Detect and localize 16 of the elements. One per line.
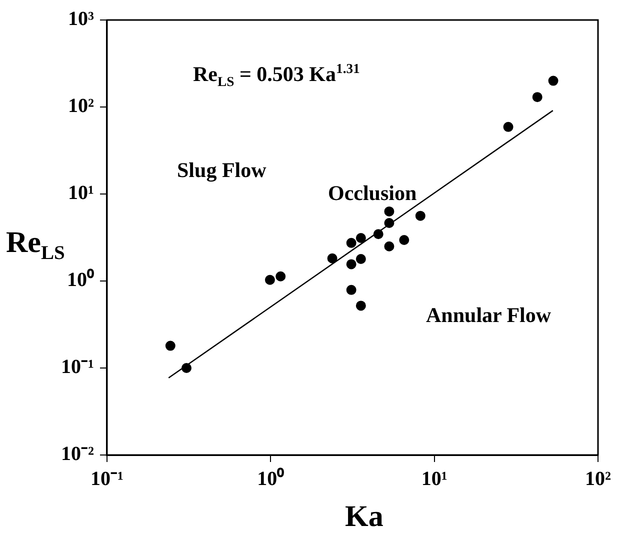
- y-tick-label: 10⁻¹: [60, 356, 94, 378]
- x-tick-label: 10²: [585, 468, 611, 490]
- annotation: Occlusion: [328, 181, 417, 205]
- y-tick-label: 10⁻²: [60, 443, 94, 466]
- y-tick-label: 10³: [68, 8, 94, 30]
- y-tick-label: 10⁰: [66, 268, 94, 292]
- x-tick-label: 10⁻¹: [90, 468, 124, 490]
- annotation: Annular Flow: [426, 303, 552, 327]
- y-tick-label: 10²: [68, 95, 94, 118]
- x-tick-label: 10⁰: [257, 467, 284, 490]
- annotation: Slug Flow: [177, 158, 266, 182]
- y-tick-label: 10¹: [68, 182, 94, 204]
- x-tick-label: 10¹: [421, 468, 448, 490]
- x-axis-title: Ka: [345, 500, 384, 533]
- annotation: Re$_{LS}$ = 0.503 Ka$^{1.31}$: [193, 61, 360, 90]
- y-axis-title: Re$_{LS}$: [6, 226, 65, 264]
